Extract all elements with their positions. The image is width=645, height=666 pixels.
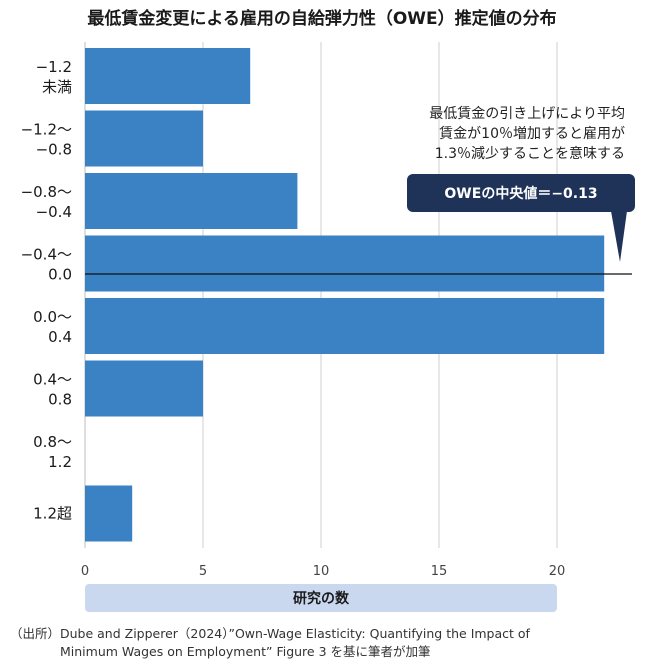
category-label: 0.0〜 — [33, 308, 72, 326]
category-label: −0.4 — [36, 203, 72, 221]
category-label: 0.8〜 — [33, 433, 72, 451]
category-label: 1.2超 — [33, 505, 72, 523]
bar — [85, 110, 203, 167]
callout-box — [407, 174, 635, 212]
annotation-line-2: 賃金が10％増加すると雇用が — [439, 125, 625, 142]
x-tick-labels: 0 5 10 15 20 — [81, 564, 565, 579]
x-tick-label: 10 — [313, 564, 330, 579]
source-line-2: Minimum Wages on Employment” Figure 3 を基… — [60, 644, 431, 659]
category-label: 0.0 — [48, 266, 72, 284]
bar — [85, 235, 605, 292]
category-label: −0.8 — [36, 141, 72, 159]
category-label: −1.2〜 — [21, 121, 72, 139]
x-tick-label: 5 — [199, 564, 207, 579]
x-tick-label: 0 — [81, 564, 89, 579]
category-labels: −1.2 未満 −1.2〜 −0.8 −0.8〜 −0.4 −0.4〜 0.0 0.0〜 0.4 0… — [21, 58, 72, 523]
x-tick-label: 15 — [431, 564, 448, 579]
chart-title: 最低賃金変更による雇用の自給弾力性（OWE）推定値の分布 — [87, 8, 556, 29]
bars — [85, 48, 605, 542]
category-label: −1.2 — [36, 58, 72, 76]
category-label: 未満 — [42, 78, 72, 96]
bar — [85, 360, 203, 417]
category-label: 1.2 — [48, 453, 72, 471]
bar — [85, 48, 251, 104]
bar — [85, 173, 298, 229]
source-line-1: （出所）Dube and Zipperer（2024）”Own-Wage Ela… — [10, 626, 531, 641]
category-label: −0.4〜 — [21, 246, 72, 264]
bar — [85, 485, 133, 542]
x-axis-band — [85, 584, 557, 612]
callout-pointer — [611, 211, 627, 262]
x-axis-label: 研究の数 — [293, 590, 350, 607]
median-callout: OWEの中央値＝−0.13 — [407, 174, 635, 262]
category-label: 0.4〜 — [33, 371, 72, 389]
bar — [85, 298, 605, 354]
annotation-line-3: 1.3％減少することを意味する — [435, 145, 625, 162]
x-tick-label: 20 — [549, 564, 566, 579]
category-label: 0.8 — [48, 391, 72, 409]
callout-text: OWEの中央値＝−0.13 — [444, 185, 597, 202]
category-label: 0.4 — [48, 328, 72, 346]
annotation-line-1: 最低賃金の引き上げにより平均 — [429, 106, 625, 122]
category-label: −0.8〜 — [21, 183, 72, 201]
annotation: 最低賃金の引き上げにより平均 賃金が10％増加すると雇用が 1.3％減少すること… — [429, 106, 625, 162]
